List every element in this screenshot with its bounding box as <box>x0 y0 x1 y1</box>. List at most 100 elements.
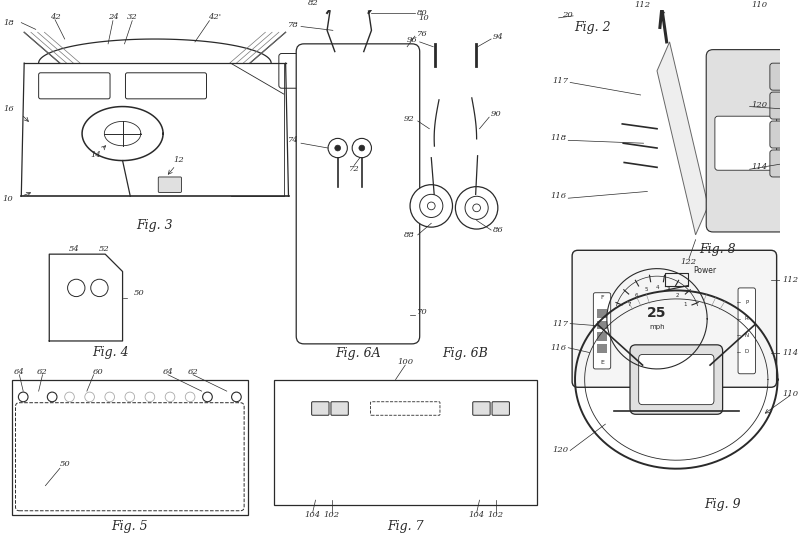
Text: 117: 117 <box>552 77 568 85</box>
Text: Fig. 9: Fig. 9 <box>704 498 741 512</box>
FancyBboxPatch shape <box>38 73 110 99</box>
Circle shape <box>90 279 108 296</box>
Circle shape <box>352 139 371 158</box>
Text: 104: 104 <box>469 511 485 519</box>
Text: 112: 112 <box>634 1 650 9</box>
Text: 52: 52 <box>99 245 110 253</box>
Text: 70: 70 <box>417 308 427 316</box>
Circle shape <box>165 392 175 402</box>
Circle shape <box>202 392 212 402</box>
Text: 102: 102 <box>488 511 504 519</box>
Circle shape <box>335 145 341 151</box>
FancyBboxPatch shape <box>158 177 182 192</box>
FancyBboxPatch shape <box>770 92 793 119</box>
Circle shape <box>47 392 57 402</box>
Text: Fig. 8: Fig. 8 <box>699 243 736 256</box>
Text: 62: 62 <box>37 368 48 376</box>
Text: 4: 4 <box>655 285 658 290</box>
Text: 120: 120 <box>552 447 568 455</box>
Text: 3: 3 <box>666 287 670 292</box>
FancyBboxPatch shape <box>770 63 793 90</box>
Text: 62: 62 <box>188 368 198 376</box>
FancyBboxPatch shape <box>738 288 755 374</box>
Text: 60: 60 <box>93 368 104 376</box>
Text: 76: 76 <box>417 30 427 38</box>
Text: R: R <box>745 316 749 321</box>
FancyBboxPatch shape <box>296 44 420 344</box>
Circle shape <box>465 196 488 220</box>
Text: 122: 122 <box>681 258 697 266</box>
Text: 78: 78 <box>288 21 299 29</box>
Circle shape <box>67 279 85 296</box>
Text: 110: 110 <box>782 390 798 398</box>
Text: E: E <box>600 360 604 365</box>
FancyBboxPatch shape <box>331 402 348 415</box>
FancyBboxPatch shape <box>492 402 510 415</box>
Text: Fig. 3: Fig. 3 <box>136 219 173 232</box>
Bar <box>598 332 607 341</box>
Text: 112: 112 <box>782 276 798 284</box>
Text: D: D <box>745 349 749 354</box>
Circle shape <box>420 195 443 217</box>
Text: 54: 54 <box>69 245 80 253</box>
Text: 50: 50 <box>134 289 145 297</box>
Circle shape <box>231 392 242 402</box>
Text: Fig. 2: Fig. 2 <box>574 21 610 34</box>
Text: 90: 90 <box>491 110 502 118</box>
Text: 10: 10 <box>3 195 14 203</box>
Circle shape <box>410 185 453 227</box>
Bar <box>598 344 607 352</box>
Circle shape <box>328 139 347 158</box>
Text: 102: 102 <box>324 511 340 519</box>
Text: 2: 2 <box>676 293 679 298</box>
FancyBboxPatch shape <box>715 116 777 170</box>
FancyBboxPatch shape <box>370 402 440 415</box>
Text: Fig. 6A: Fig. 6A <box>335 347 381 360</box>
Bar <box>598 309 607 318</box>
FancyBboxPatch shape <box>630 345 722 414</box>
Text: 118: 118 <box>550 134 566 142</box>
Text: 100: 100 <box>397 358 414 366</box>
Circle shape <box>427 202 435 210</box>
Text: 10: 10 <box>418 14 429 22</box>
Text: 104: 104 <box>305 511 321 519</box>
Text: 24: 24 <box>107 13 118 21</box>
FancyBboxPatch shape <box>770 121 793 148</box>
Text: 7: 7 <box>627 302 631 307</box>
Text: Fig. 5: Fig. 5 <box>111 520 148 532</box>
Text: 117: 117 <box>552 320 568 328</box>
Text: 116: 116 <box>550 192 566 200</box>
Circle shape <box>186 392 195 402</box>
Text: F: F <box>600 295 604 300</box>
Text: 114: 114 <box>751 163 768 171</box>
Text: 14: 14 <box>90 151 101 159</box>
FancyBboxPatch shape <box>126 73 206 99</box>
Text: 86: 86 <box>493 226 504 234</box>
FancyBboxPatch shape <box>473 402 490 415</box>
Text: 20: 20 <box>562 11 573 19</box>
Circle shape <box>125 392 134 402</box>
Text: 120: 120 <box>751 101 768 109</box>
FancyBboxPatch shape <box>770 150 793 177</box>
Text: 32: 32 <box>127 13 138 21</box>
Circle shape <box>105 392 114 402</box>
Text: 16: 16 <box>4 106 14 114</box>
FancyBboxPatch shape <box>312 402 329 415</box>
Text: 94: 94 <box>493 33 504 41</box>
Text: 42: 42 <box>50 13 61 21</box>
Text: Fig. 4: Fig. 4 <box>92 346 128 359</box>
Text: Power: Power <box>694 266 717 275</box>
FancyBboxPatch shape <box>572 251 777 387</box>
Text: 6: 6 <box>634 293 638 298</box>
Text: 1: 1 <box>683 302 686 307</box>
Text: 64: 64 <box>14 368 25 376</box>
Text: mph: mph <box>650 324 665 329</box>
Text: 25: 25 <box>647 306 666 320</box>
FancyBboxPatch shape <box>279 53 302 88</box>
FancyBboxPatch shape <box>15 403 244 511</box>
Text: 64: 64 <box>162 368 174 376</box>
Text: N: N <box>745 333 749 338</box>
Circle shape <box>359 145 365 151</box>
Text: 5: 5 <box>644 287 648 292</box>
Text: 116: 116 <box>550 344 566 352</box>
